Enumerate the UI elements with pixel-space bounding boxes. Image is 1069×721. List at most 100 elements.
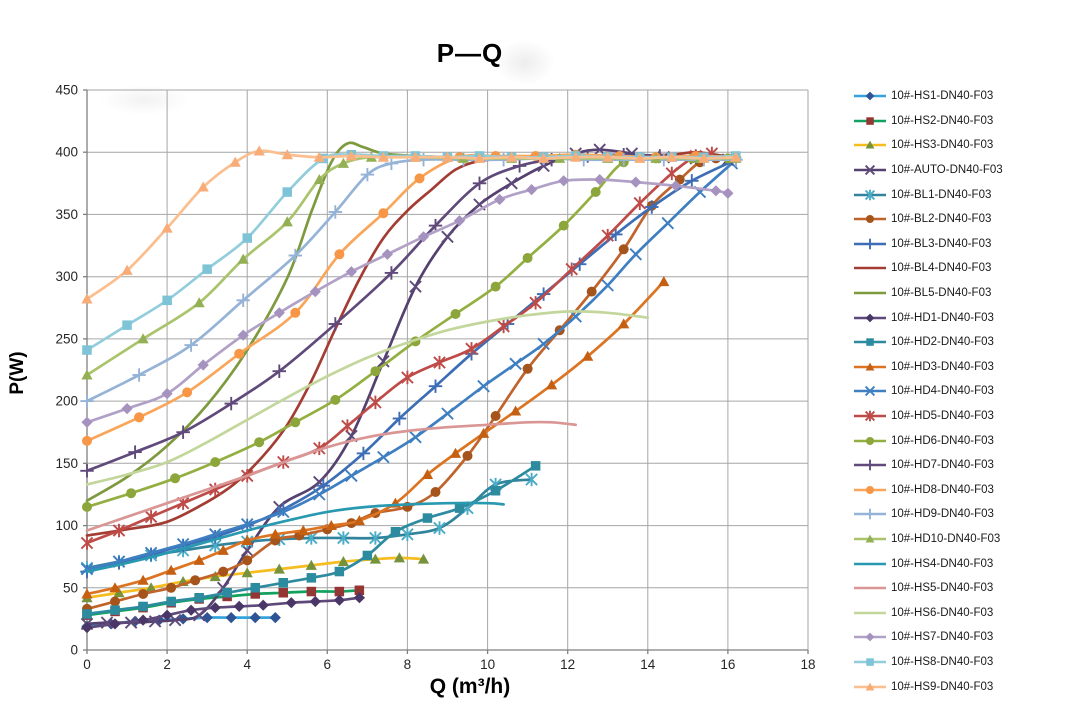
legend-item: 10#-BL4-DN40-F03 (853, 256, 1069, 281)
svg-text:0: 0 (83, 657, 91, 672)
legend-item: 10#-HD6-DN40-F03 (853, 428, 1069, 453)
series-10#-HS7-DN40-F03 (81, 174, 734, 428)
legend-label: 10#-BL1-DN40-F03 (891, 188, 992, 201)
legend-item: 10#-HD3-DN40-F03 (853, 355, 1069, 380)
legend-swatch-10#-HD2-DN40-F03 (854, 338, 886, 347)
legend-label: 10#-HS7-DN40-F03 (891, 631, 994, 644)
svg-text:350: 350 (55, 207, 78, 222)
legend-label: 10#-HS4-DN40-F03 (891, 557, 994, 570)
legend-label: 10#-AUTO-DN40-F03 (891, 164, 1003, 177)
svg-text:10: 10 (480, 657, 495, 672)
svg-text:50: 50 (63, 580, 78, 595)
legend-label: 10#-HS2-DN40-F03 (891, 114, 994, 127)
series-10#-HD4-DN40-F03 (80, 157, 739, 576)
legend-item: 10#-HS2-DN40-F03 (853, 109, 1069, 134)
legend-item: 10#-HS4-DN40-F03 (853, 551, 1069, 576)
legend-label: 10#-HD6-DN40-F03 (891, 434, 994, 447)
legend-label: 10#-HD7-DN40-F03 (891, 459, 994, 472)
legend-label: 10#-BL4-DN40-F03 (891, 262, 992, 275)
legend-item: 10#-HS1-DN40-F03 (853, 84, 1069, 109)
legend-swatch-10#-BL2-DN40-F03 (854, 215, 886, 224)
svg-text:200: 200 (55, 394, 78, 409)
legend-label: 10#-HS6-DN40-F03 (891, 606, 994, 619)
svg-text:450: 450 (55, 83, 78, 98)
svg-text:12: 12 (560, 657, 575, 672)
series-10#-HD9-DN40-F03 (80, 151, 743, 408)
svg-text:300: 300 (55, 269, 78, 284)
legend-swatch-10#-HD8-DN40-F03 (854, 485, 886, 494)
svg-text:14: 14 (640, 657, 656, 672)
svg-text:18: 18 (800, 657, 815, 672)
legend-label: 10#-HS8-DN40-F03 (891, 655, 994, 668)
series-10#-HD1-DN40-F03 (81, 592, 365, 634)
x-tick-labels: 0 2 4 6 8 10 12 14 16 18 (83, 657, 815, 672)
legend-label: 10#-HD5-DN40-F03 (891, 410, 994, 423)
legend-item: 10#-HD8-DN40-F03 (853, 478, 1069, 503)
series-10#-HS6-DN40-F03 (85, 310, 650, 486)
legend-item: 10#-HD2-DN40-F03 (853, 330, 1069, 355)
legend-swatch-10#-HD7-DN40-F03 (854, 459, 886, 471)
legend-item: 10#-HS9-DN40-F03 (853, 674, 1069, 699)
legend-swatch-10#-HD9-DN40-F03 (854, 509, 886, 520)
legend-label: 10#-HD10-DN40-F03 (891, 532, 1001, 545)
legend-label: 10#-HD1-DN40-F03 (891, 311, 994, 324)
legend-swatch-10#-HS4-DN40-F03 (854, 562, 886, 565)
legend-label: 10#-HD3-DN40-F03 (891, 360, 994, 373)
legend-swatch-10#-HD10-DN40-F03 (854, 534, 886, 543)
series-10#-HS9-DN40-F03 (81, 145, 742, 304)
legend-item: 10#-BL2-DN40-F03 (853, 207, 1069, 232)
svg-text:4: 4 (243, 657, 251, 672)
legend-label: 10#-BL5-DN40-F03 (891, 287, 992, 300)
x-axis-title: Q (m³/h) (429, 675, 511, 698)
legend-item: 10#-HS3-DN40-F03 (853, 133, 1069, 158)
legend-swatch-10#-HS8-DN40-F03 (854, 658, 886, 666)
legend-item: 10#-HD5-DN40-F03 (853, 404, 1069, 429)
svg-text:16: 16 (720, 657, 735, 672)
legend-swatch-10#-HS5-DN40-F03 (854, 586, 886, 590)
legend-swatch-10#-HS7-DN40-F03 (854, 632, 886, 642)
legend-item: 10#-BL3-DN40-F03 (853, 232, 1069, 257)
legend-item: 10#-HD10-DN40-F03 (853, 527, 1069, 552)
chart-title: P—Q (436, 38, 504, 68)
legend-label: 10#-HD4-DN40-F03 (891, 385, 994, 398)
legend-item: 10#-HD7-DN40-F03 (853, 453, 1069, 478)
legend-swatch-10#-BL1-DN40-F03 (854, 189, 886, 200)
legend-label: 10#-HD9-DN40-F03 (891, 508, 994, 521)
y-tick-labels: 0 50 100 150 200 250 300 350 400 450 (55, 83, 78, 658)
legend-swatch-10#-BL4-DN40-F03 (854, 267, 886, 270)
svg-text:2: 2 (163, 657, 171, 672)
legend-item: 10#-HD1-DN40-F03 (853, 305, 1069, 330)
legend-item: 10#-HS5-DN40-F03 (853, 576, 1069, 601)
legend-swatch-10#-HD3-DN40-F03 (854, 362, 886, 371)
legend-label: 10#-HD8-DN40-F03 (891, 483, 994, 496)
series-10#-HS4-DN40-F03 (85, 501, 505, 573)
scan-smudge (495, 40, 555, 85)
legend-swatch-10#-BL5-DN40-F03 (854, 291, 886, 295)
legend-label: 10#-HS1-DN40-F03 (891, 90, 994, 103)
legend-item: 10#-HD4-DN40-F03 (853, 379, 1069, 404)
legend-item: 10#-BL5-DN40-F03 (853, 281, 1069, 306)
legend-label: 10#-HS3-DN40-F03 (891, 139, 994, 152)
legend-item: 10#-HS6-DN40-F03 (853, 600, 1069, 625)
series-10#-HD3-DN40-F03 (81, 276, 670, 599)
series-10#-HD5-DN40-F03 (80, 146, 719, 550)
svg-text:400: 400 (55, 145, 78, 160)
legend-swatch-10#-AUTO-DN40-F03 (854, 165, 886, 176)
legend-swatch-10#-HD1-DN40-F03 (854, 313, 886, 323)
legend-swatch-10#-BL3-DN40-F03 (854, 238, 886, 250)
series-10#-HS5-DN40-F03 (85, 420, 578, 532)
legend-label: 10#-HS5-DN40-F03 (891, 582, 994, 595)
svg-text:100: 100 (55, 518, 78, 533)
svg-text:8: 8 (404, 657, 412, 672)
legend-item: 10#-HD9-DN40-F03 (853, 502, 1069, 527)
legend-item: 10#-BL1-DN40-F03 (853, 182, 1069, 207)
svg-text:150: 150 (55, 456, 78, 471)
legend-label: 10#-BL3-DN40-F03 (891, 237, 992, 250)
legend-item: 10#-AUTO-DN40-F03 (853, 158, 1069, 183)
legend-label: 10#-HD2-DN40-F03 (891, 336, 994, 349)
legend-swatch-10#-HS9-DN40-F03 (854, 682, 886, 691)
chart-legend: 10#-HS1-DN40-F03 10#-HS2-DN40-F03 10#-HS3-… (853, 84, 1069, 699)
axes (83, 89, 809, 654)
